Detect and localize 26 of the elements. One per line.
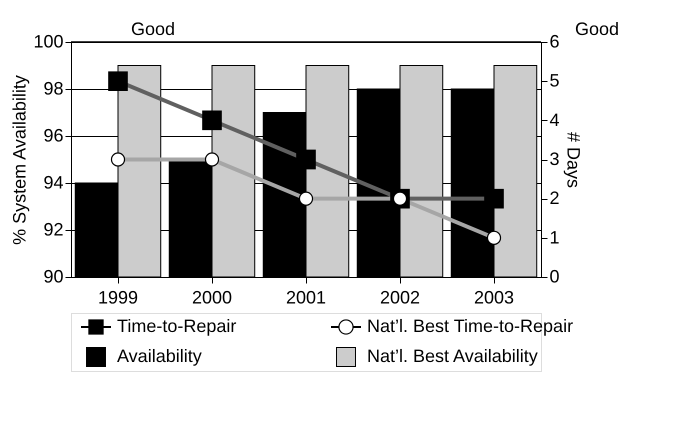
y-tick-label: 90 (43, 266, 64, 286)
y-tick-label: 92 (43, 220, 64, 240)
y-tick-label: 94 (43, 172, 64, 192)
y2-tick-label: 3 (550, 149, 560, 169)
y-axis-title: % System Availability (9, 75, 30, 245)
y2-tick-label: 6 (550, 32, 560, 52)
x-tick-label: 1999 (98, 288, 138, 308)
x-tick-label: 2001 (286, 288, 326, 308)
legend-label: Time-to-Repair (117, 316, 236, 336)
y-tick-label: 100 (33, 32, 64, 52)
y2-tick-label: 4 (550, 110, 560, 130)
y2-tick-label: 1 (550, 227, 560, 248)
y2-tick-label: 5 (550, 70, 560, 91)
legend-label: Nat’l. Best Time-to-Repair (367, 316, 574, 336)
text: Good (575, 19, 620, 39)
y-tick-label: 96 (43, 126, 64, 146)
y2-tick-label: 2 (550, 188, 560, 208)
x-tick-label: 2000 (192, 288, 232, 308)
x-tick-label: 2003 (474, 288, 514, 308)
legend-label: Nat’l. Best Availability (367, 346, 538, 366)
text: Good (131, 19, 176, 39)
x-tick-label: 2002 (380, 288, 420, 308)
y-tick-label: 98 (43, 78, 64, 98)
y2-tick-label: 0 (550, 266, 560, 286)
y2-axis-title: # Days (564, 132, 584, 188)
legend-label: Availability (117, 346, 202, 366)
